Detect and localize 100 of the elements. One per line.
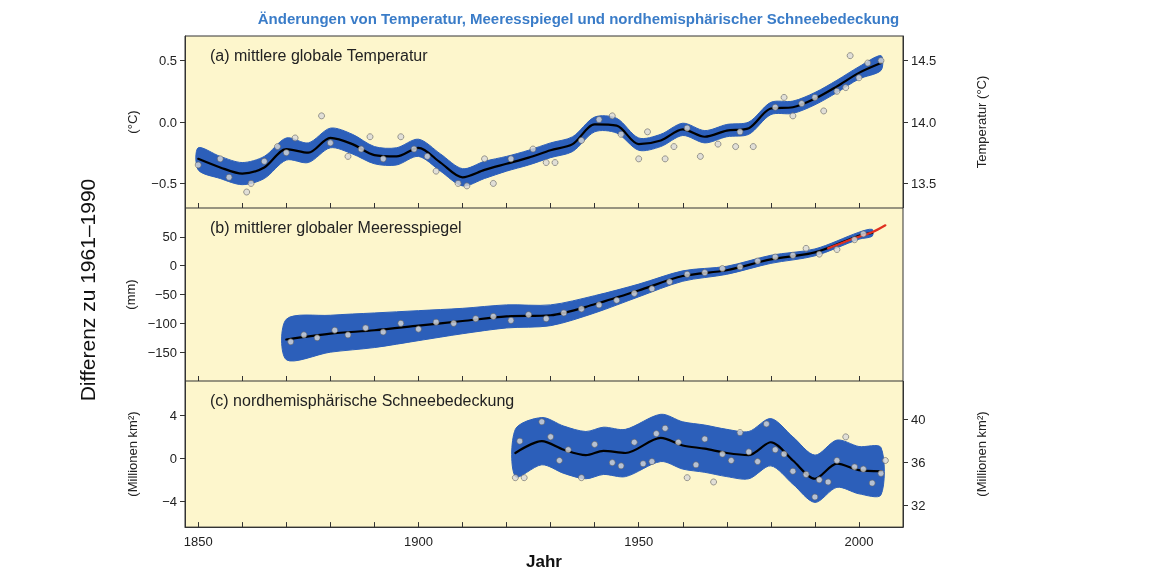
point <box>274 143 281 150</box>
point <box>719 265 726 272</box>
point <box>833 457 841 464</box>
point <box>648 458 656 465</box>
point <box>683 270 691 278</box>
point <box>851 463 858 471</box>
point <box>851 236 858 244</box>
text: (c) nordhemisphärische Schneebedeckung <box>210 391 515 409</box>
point <box>520 474 528 482</box>
point <box>736 429 744 436</box>
point <box>824 478 832 486</box>
y-tick-label: 0.0 <box>158 114 177 130</box>
point <box>692 461 700 469</box>
y-tick-label: −150 <box>147 344 177 360</box>
y2-axis-title: (Millionen km²) <box>974 411 989 497</box>
y2-tick-label: 36 <box>911 455 926 471</box>
point <box>344 153 352 160</box>
point <box>754 458 762 465</box>
point <box>714 140 722 148</box>
point <box>864 59 872 67</box>
x-tick-label: 1850 <box>183 534 213 550</box>
point <box>489 180 497 187</box>
point <box>683 474 691 482</box>
point <box>833 87 841 95</box>
point <box>802 244 810 252</box>
point <box>318 112 325 120</box>
point <box>542 315 550 323</box>
point <box>771 446 779 454</box>
point <box>357 145 365 153</box>
y-tick-label: 0 <box>169 258 177 274</box>
point <box>842 433 850 441</box>
point <box>652 430 660 438</box>
point <box>780 94 788 101</box>
point <box>243 188 251 196</box>
point <box>859 230 867 238</box>
point <box>617 130 625 138</box>
y-tick-label: −100 <box>147 315 177 331</box>
point <box>538 418 546 426</box>
point <box>798 100 806 107</box>
point <box>644 128 651 136</box>
point <box>635 155 643 163</box>
point <box>749 143 757 150</box>
point <box>710 478 717 486</box>
point <box>507 317 515 324</box>
y-tick-label: 0.5 <box>158 53 177 69</box>
point <box>578 474 585 482</box>
point <box>489 313 497 320</box>
point <box>463 182 471 190</box>
line-series <box>827 224 887 250</box>
point <box>868 479 876 487</box>
point <box>789 251 797 259</box>
point <box>344 331 352 339</box>
y-axis-title: (°C) <box>125 110 140 134</box>
point <box>551 159 559 166</box>
point <box>216 155 224 163</box>
point <box>617 462 625 470</box>
point <box>194 161 202 169</box>
point <box>846 52 854 60</box>
point <box>410 145 418 153</box>
x-tick-label: 1900 <box>404 534 433 550</box>
point <box>674 438 682 446</box>
point <box>525 311 532 319</box>
point <box>608 459 616 467</box>
point <box>578 305 585 313</box>
point <box>666 278 673 286</box>
y-tick-label: −4 <box>162 493 177 509</box>
point <box>732 143 740 150</box>
point <box>313 334 321 342</box>
point <box>670 143 678 150</box>
point <box>454 180 462 187</box>
x-tick-label: 1950 <box>624 534 654 550</box>
point <box>291 134 299 142</box>
point <box>727 457 735 464</box>
chart-title: Änderungen von Temperatur, Meeresspiegel und nordhemisphärischer Schneebedeckung <box>257 10 900 27</box>
point <box>639 460 647 468</box>
point <box>859 465 867 473</box>
point <box>595 301 603 309</box>
point <box>366 133 374 141</box>
point <box>432 318 440 326</box>
point <box>771 253 779 261</box>
point <box>300 331 308 339</box>
point <box>701 435 709 443</box>
point <box>661 155 669 163</box>
point <box>683 124 691 132</box>
point <box>379 155 387 163</box>
point <box>815 250 823 258</box>
y-tick-label: 50 <box>162 229 177 245</box>
y2-tick-label: 13.5 <box>911 175 937 191</box>
point <box>820 107 828 115</box>
point <box>833 246 841 253</box>
point <box>282 149 290 157</box>
point <box>529 145 537 153</box>
point <box>754 257 762 265</box>
y2-tick-label: 14.0 <box>911 114 937 130</box>
point <box>736 128 744 136</box>
y2-tick-label: 40 <box>911 412 926 428</box>
point <box>432 167 440 175</box>
point <box>287 338 295 346</box>
text: (b) mittlerer globaler Meeresspiegel <box>210 218 462 236</box>
point <box>591 440 599 448</box>
